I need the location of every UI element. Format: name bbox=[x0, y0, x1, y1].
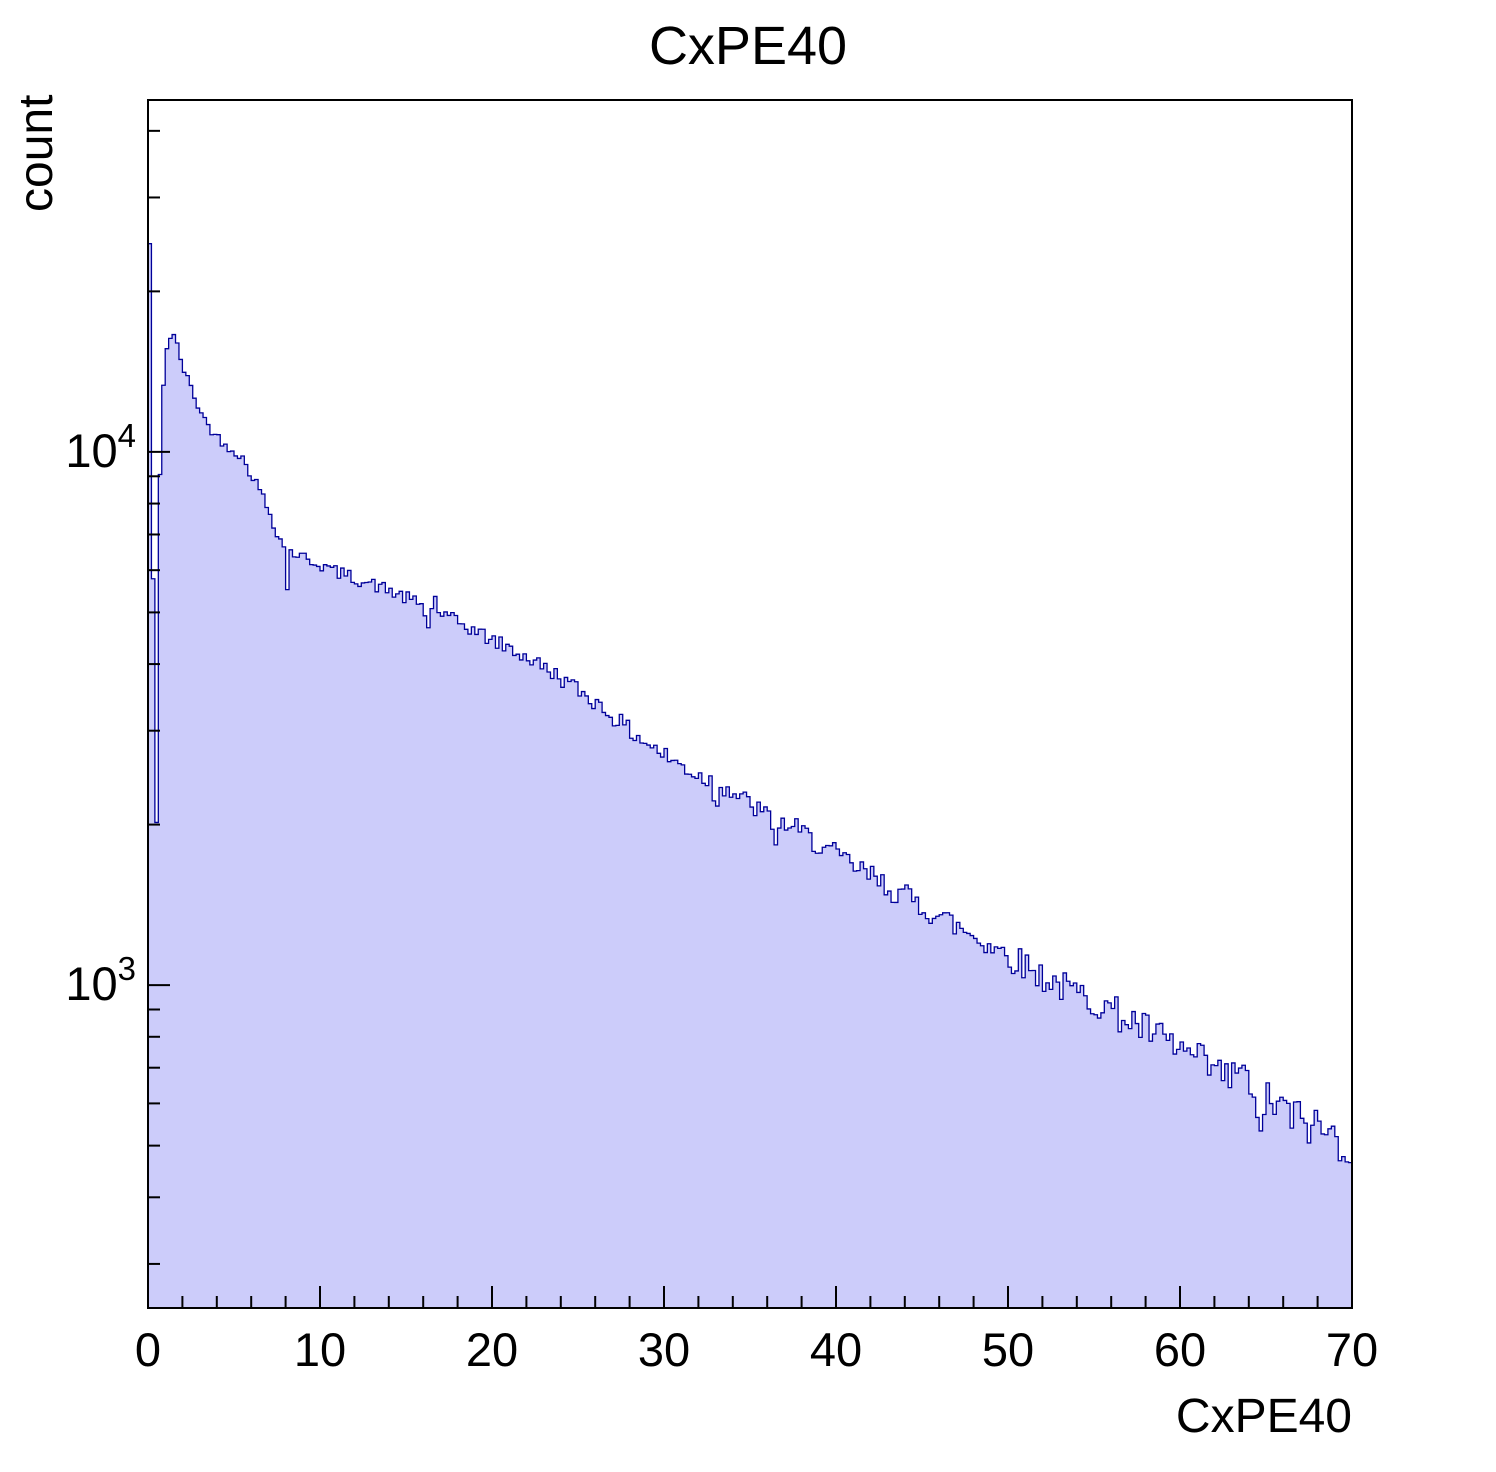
x-axis-title: CxPE40 bbox=[1176, 1390, 1352, 1443]
chart-title: CxPE40 bbox=[649, 16, 847, 76]
x-tick-label: 0 bbox=[135, 1323, 161, 1376]
histogram-area bbox=[147, 243, 1353, 1309]
axis-tick-labels-layer: 0 10 20 30 40 50 60 70 103 104 bbox=[65, 417, 1378, 1376]
y-tick-label: 103 bbox=[65, 950, 136, 1010]
y-axis-title: count bbox=[10, 95, 63, 212]
axis-ticks-layer bbox=[147, 129, 1353, 1308]
x-tick-label: 10 bbox=[294, 1323, 346, 1376]
x-tick-label: 40 bbox=[810, 1323, 862, 1376]
plot-frame bbox=[147, 99, 1353, 1309]
x-tick-label: 50 bbox=[982, 1323, 1034, 1376]
x-tick-label: 30 bbox=[638, 1323, 690, 1376]
x-tick-label: 20 bbox=[466, 1323, 518, 1376]
histogram-layer bbox=[147, 243, 1353, 1309]
y-tick-label: 104 bbox=[65, 417, 136, 477]
x-tick-label: 60 bbox=[1154, 1323, 1206, 1376]
x-tick-label: 70 bbox=[1326, 1323, 1378, 1376]
